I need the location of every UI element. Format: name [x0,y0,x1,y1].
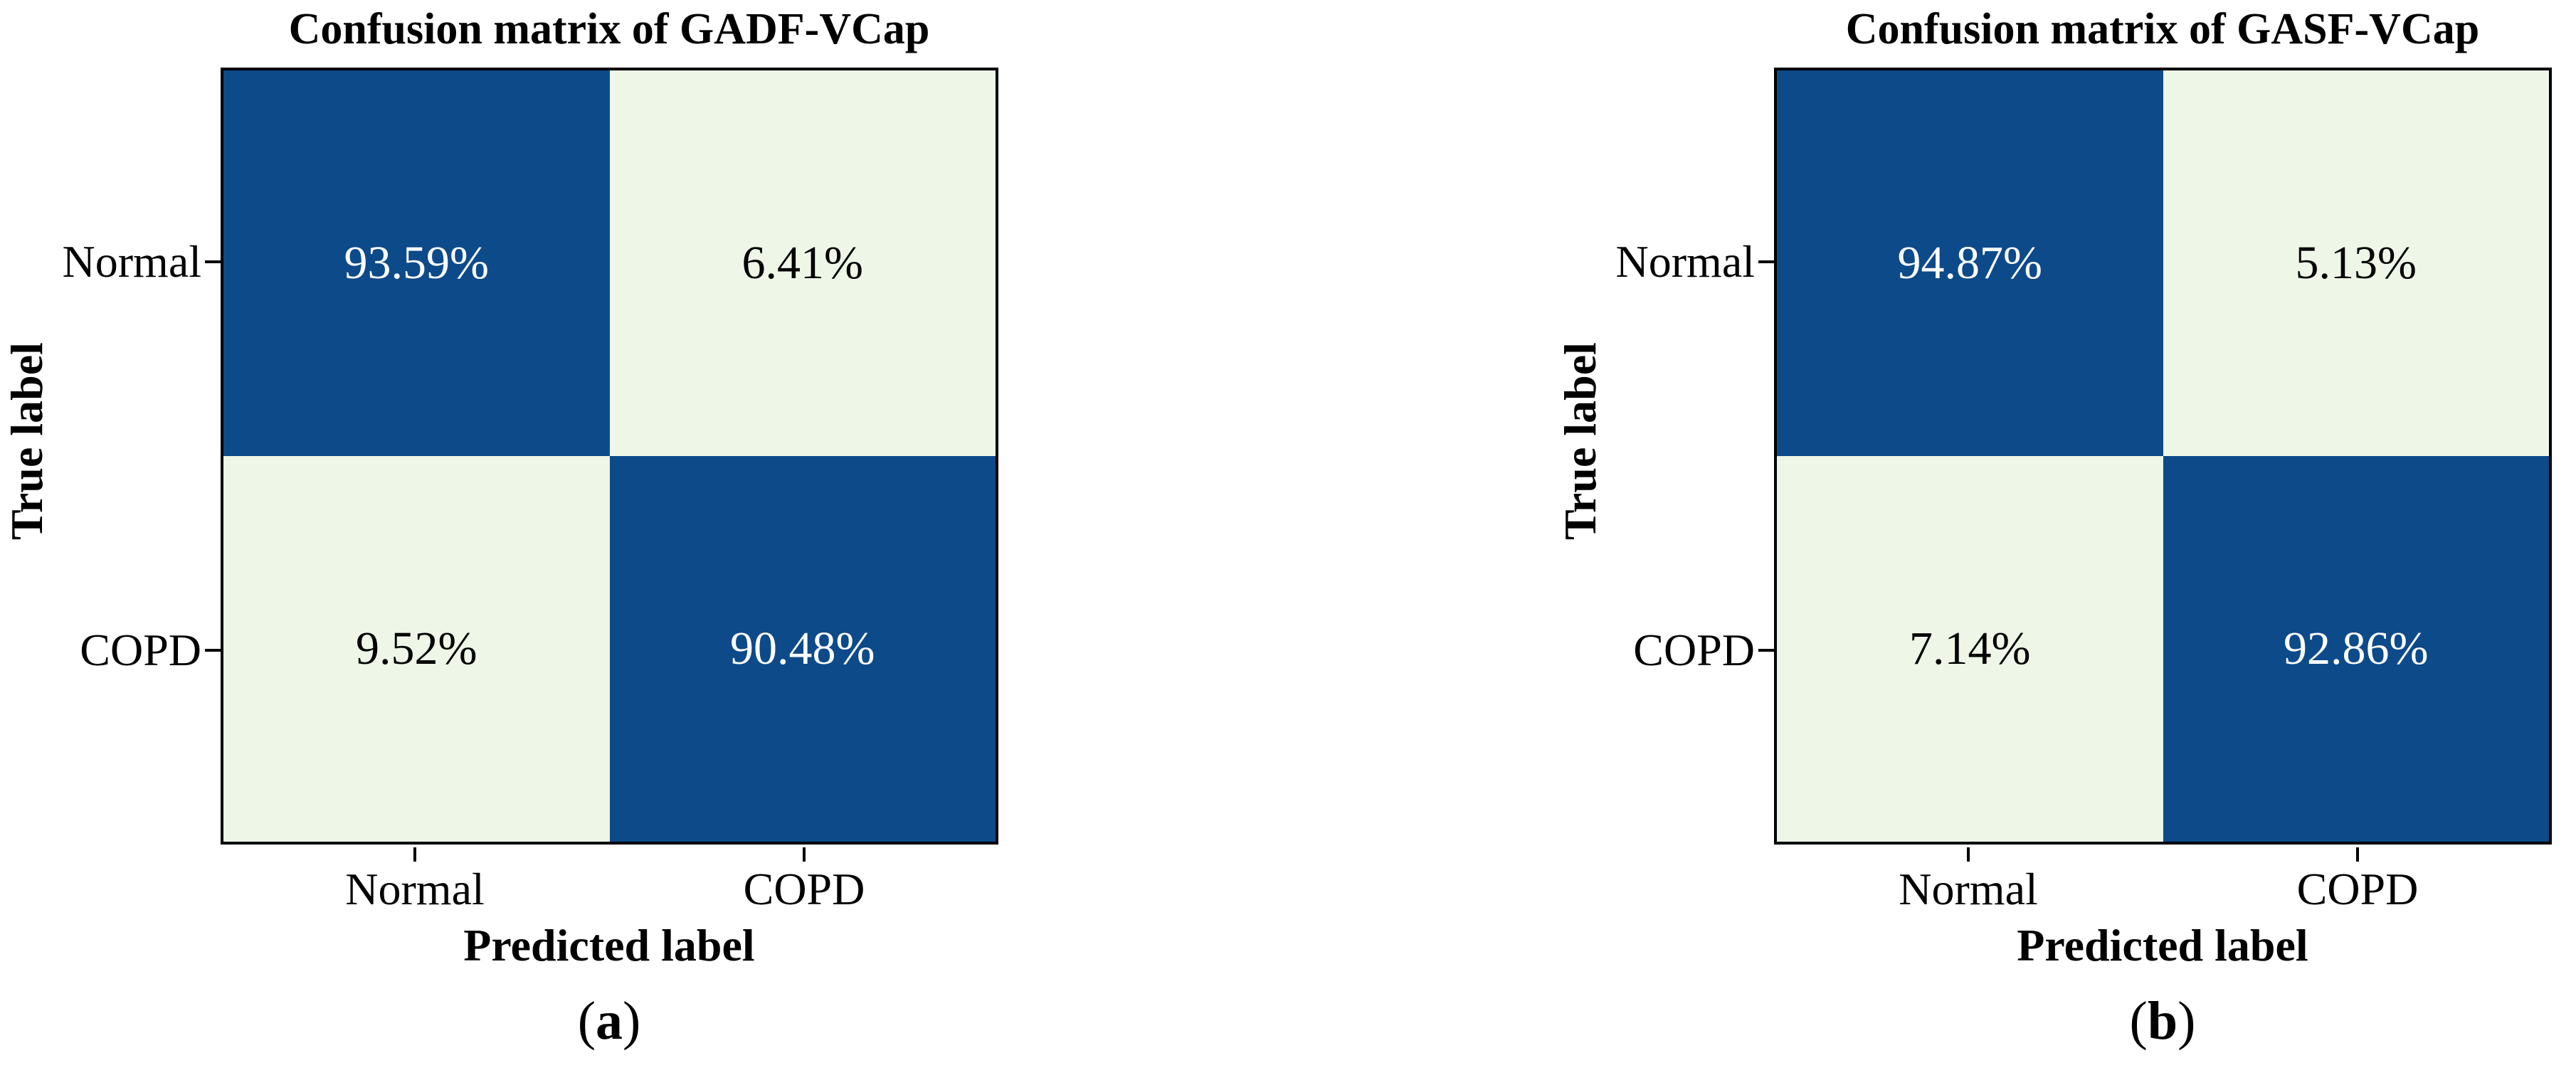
cell-true-normal-pred-copd: 6.41% [609,70,996,456]
y-tick-label-copd: COPD [1633,625,1755,675]
confusion-matrix: 94.87% 5.13% 7.14% 92.86% [1774,68,2552,845]
y-tick-mark [1758,260,1774,263]
caption-letter: b [2147,991,2178,1051]
subfigure-caption-b: (b) [1878,990,2447,1052]
x-axis-label: Predicted label [2017,920,2308,970]
caption-paren-close: ) [623,991,641,1051]
y-axis-label: True label [1,342,52,540]
subfigure-caption-a: (a) [324,990,894,1052]
y-tick-label-copd: COPD [80,625,201,675]
y-tick-label-normal: Normal [62,236,202,287]
x-tick-label-copd: COPD [2296,864,2419,914]
x-tick-mark [1967,847,1970,862]
x-tick-mark [2356,847,2359,862]
caption-paren-open: ( [2129,991,2148,1051]
x-axis-label: Predicted label [463,920,755,970]
caption-paren-close: ) [2178,991,2196,1051]
y-tick-label-normal: Normal [1615,236,1756,287]
y-tick-mark [205,649,221,652]
y-tick-mark [205,260,221,263]
x-tick-mark [413,847,416,862]
x-tick-mark [803,847,806,862]
x-tick-label-normal: Normal [345,864,485,914]
plot-title: Confusion matrix of GADF-VCap [288,5,930,53]
cell-true-copd-pred-normal: 9.52% [223,456,610,842]
cell-true-normal-pred-normal: 94.87% [1777,70,2163,456]
caption-paren-open: ( [577,991,596,1051]
confusion-matrix-panel-a: Confusion matrix of GADF-VCap True label… [0,0,1153,1085]
confusion-matrix-panel-b: Confusion matrix of GASF-VCap True label… [1553,0,2576,1085]
y-tick-mark [1758,649,1774,652]
caption-letter: a [596,991,623,1051]
cell-true-copd-pred-copd: 92.86% [2163,456,2549,842]
cell-true-normal-pred-normal: 93.59% [223,70,610,456]
cell-true-copd-pred-normal: 7.14% [1777,456,2163,842]
confusion-matrix: 93.59% 6.41% 9.52% 90.48% [221,68,998,845]
x-tick-label-copd: COPD [743,864,865,914]
x-tick-label-normal: Normal [1899,864,2038,914]
cell-true-normal-pred-copd: 5.13% [2163,70,2549,456]
plot-title: Confusion matrix of GASF-VCap [1845,5,2480,53]
y-axis-label: True label [1555,342,1605,540]
cell-true-copd-pred-copd: 90.48% [609,456,996,842]
